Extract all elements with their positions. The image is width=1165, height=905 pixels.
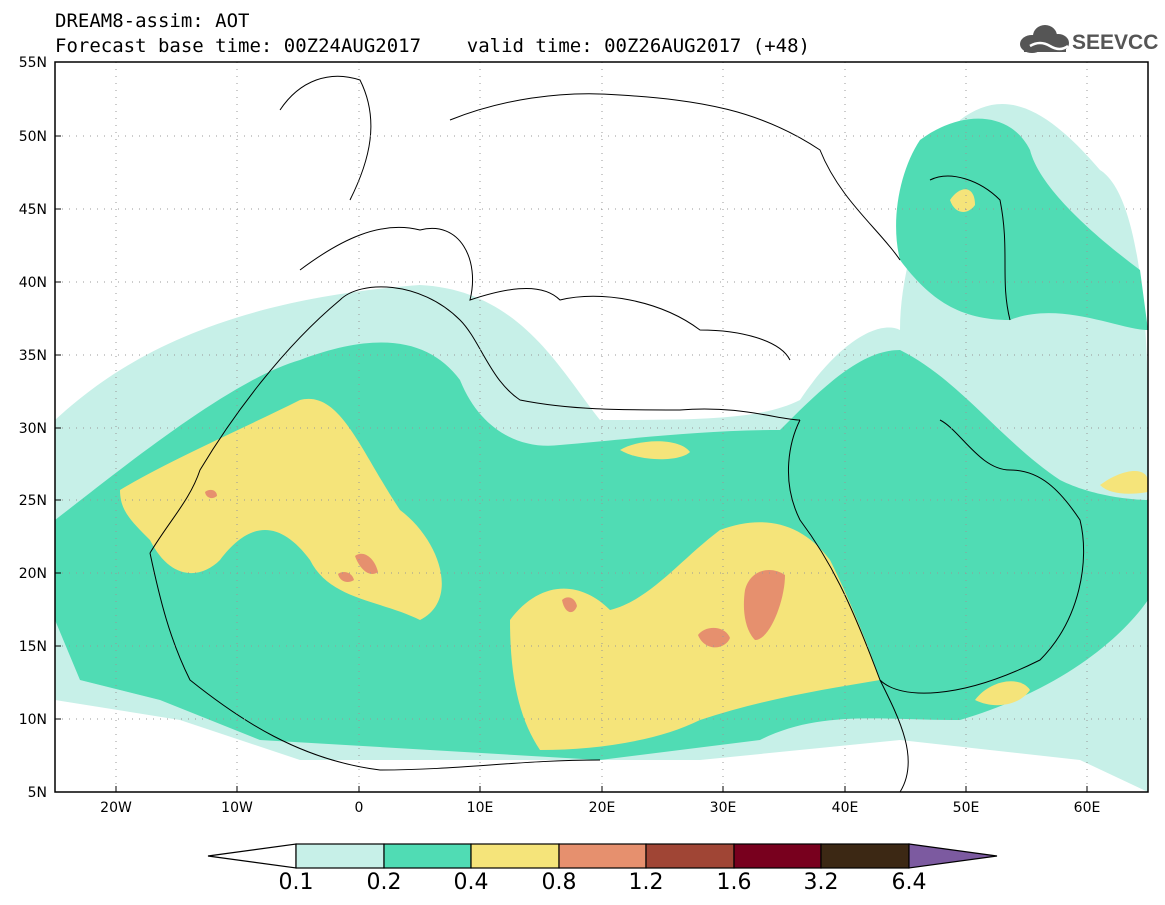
lat-label: 30N [19,421,47,437]
lon-label: 50E [953,800,980,816]
colorbar-tick-label: 0.2 [366,870,402,895]
colorbar-tick-label: 0.1 [278,870,314,895]
colorbar-swatch [295,843,385,869]
colorbar-swatch [470,843,560,869]
lat-label: 5N [28,785,47,801]
lat-label: 40N [19,275,47,291]
lon-label: 60E [1074,800,1101,816]
colorbar-swatch [558,843,647,869]
colorbar-tick-label: 6.4 [891,870,927,895]
axis-ticks [55,61,1088,793]
lon-label: 10W [221,800,253,816]
colorbar-under-arrow [207,843,297,869]
lon-label: 20E [589,800,616,816]
colorbar-swatch [820,843,910,869]
lat-label: 10N [19,712,47,728]
colorbar [207,843,998,869]
colorbar-tick-label: 1.2 [628,870,664,895]
aot-field [55,104,1148,792]
aot-field-0.8 [743,570,785,640]
lon-label: 0 [355,800,364,816]
aot-field-0.4 [620,441,690,460]
lat-label: 25N [19,493,47,509]
latitude-labels: 55N 50N 45N 40N 35N 30N 25N 20N 15N 10N … [19,55,47,801]
lat-label: 20N [19,566,47,582]
colorbar-tick-label: 0.8 [541,870,577,895]
logo-text: SEEVCCC [1072,31,1158,54]
coastlines [149,75,1085,792]
lon-label: 40E [832,800,859,816]
graticule [55,62,1148,792]
longitude-labels: 20W 10W 0 10E 20E 30E 40E 50E 60E [100,800,1100,816]
aot-field-0.4 [950,189,975,212]
lat-label: 15N [19,639,47,655]
seevccc-logo: SEEVCCC [1020,25,1158,54]
lat-label: 55N [19,55,47,71]
lon-label: 10E [467,800,494,816]
lon-label: 20W [100,800,132,816]
lon-label: 30E [710,800,737,816]
colorbar-swatch [733,843,822,869]
aot-field-0.8 [338,572,354,582]
colorbar-tick-label: 0.4 [453,870,489,895]
lat-label: 50N [19,129,47,145]
aot-field-0.2 [896,118,1148,330]
lat-label: 45N [19,202,47,218]
aot-field-0.4 [510,522,880,750]
aot-field-0.8 [698,627,730,648]
map-title: DREAM8-assim: AOT [55,10,250,32]
aot-field-0.8 [355,553,378,575]
colorbar-tick-label: 3.2 [803,870,839,895]
cloud-icon [1020,25,1069,53]
aot-field-0.4 [975,681,1030,706]
colorbar-swatch [383,843,472,869]
lat-label: 35N [19,348,47,364]
forecast-time-subtitle: Forecast base time: 00Z24AUG2017 valid t… [55,35,810,57]
aot-field-0.8 [205,489,217,499]
colorbar-tick-label: 1.6 [716,870,752,895]
colorbar-swatch [645,843,735,869]
aot-field-0.8 [562,597,577,613]
colorbar-over-arrow [908,843,998,869]
aot-field-0.4 [1100,470,1148,494]
